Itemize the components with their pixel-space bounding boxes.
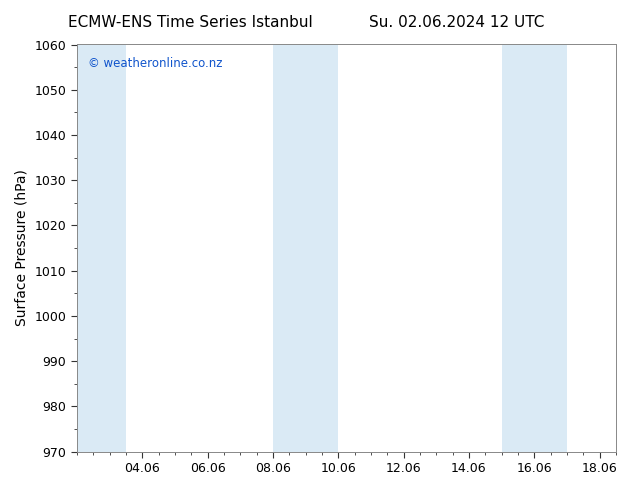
Bar <box>77 45 126 452</box>
Text: ECMW-ENS Time Series Istanbul: ECMW-ENS Time Series Istanbul <box>68 15 313 30</box>
Bar <box>273 45 306 452</box>
Text: © weatheronline.co.nz: © weatheronline.co.nz <box>87 57 222 70</box>
Bar <box>534 45 567 452</box>
Bar <box>501 45 534 452</box>
Y-axis label: Surface Pressure (hPa): Surface Pressure (hPa) <box>15 170 29 326</box>
Text: Su. 02.06.2024 12 UTC: Su. 02.06.2024 12 UTC <box>369 15 544 30</box>
Bar <box>306 45 339 452</box>
